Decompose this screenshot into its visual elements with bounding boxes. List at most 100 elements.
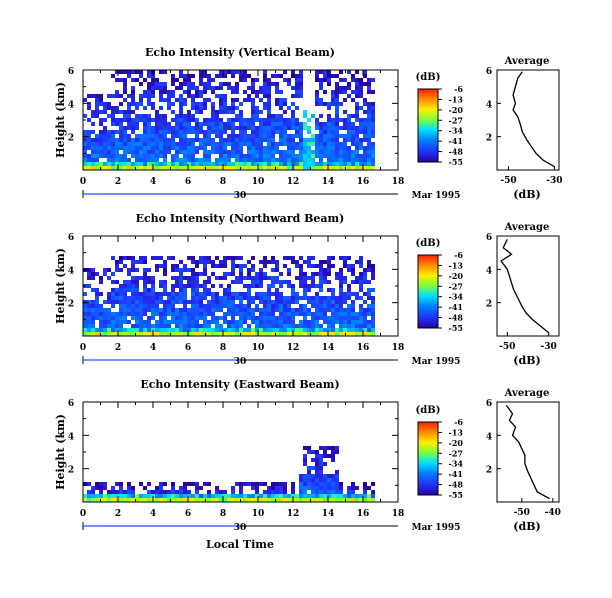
- heatmap-cell: [179, 166, 183, 170]
- heatmap-cell: [215, 498, 219, 502]
- heatmap-cell: [139, 328, 143, 332]
- heatmap-cell: [87, 498, 91, 502]
- heatmap-cell: [99, 308, 103, 312]
- x-tick-label: 6: [185, 509, 191, 519]
- heatmap-cell: [335, 304, 339, 308]
- heatmap-cell: [367, 498, 371, 502]
- heatmap-cell: [235, 118, 239, 122]
- heatmap-cell: [179, 494, 183, 498]
- heatmap-cell: [103, 138, 107, 142]
- heatmap-cell: [103, 162, 107, 166]
- heatmap-cell: [171, 482, 175, 486]
- heatmap-cell: [311, 264, 315, 268]
- heatmap-cell: [247, 158, 251, 162]
- heatmap-cell: [199, 256, 203, 260]
- heatmap-cell: [279, 106, 283, 110]
- heatmap-cell: [303, 316, 307, 320]
- heatmap-cell: [283, 118, 287, 122]
- heatmap-cell: [139, 308, 143, 312]
- heatmap-cell: [287, 78, 291, 82]
- profile-x-tick-label: -30: [546, 176, 562, 186]
- heatmap-cell: [367, 328, 371, 332]
- heatmap-cell: [203, 308, 207, 312]
- heatmap-cell: [95, 272, 99, 276]
- x-tick-label: 14: [322, 177, 335, 187]
- heatmap-cell: [215, 110, 219, 114]
- heatmap-cell: [355, 94, 359, 98]
- date-label-eastward: Mar 1995: [412, 523, 461, 533]
- heatmap-cell: [207, 312, 211, 316]
- heatmap-cell: [163, 260, 167, 264]
- heatmap-cell: [247, 154, 251, 158]
- heatmap-cell: [215, 94, 219, 98]
- heatmap-cell: [119, 70, 123, 74]
- heatmap-cell: [323, 312, 327, 316]
- heatmap-cell: [347, 146, 351, 150]
- heatmap-cell: [311, 320, 315, 324]
- heatmap-cell: [227, 162, 231, 166]
- heatmap-cell: [191, 328, 195, 332]
- heatmap-cell: [191, 320, 195, 324]
- heatmap-cell: [139, 94, 143, 98]
- time-ticks-vertical: 0 2 4 6 8 10 12 14 16 18: [80, 70, 404, 187]
- heatmap-cell: [271, 292, 275, 296]
- heatmap-cell: [343, 86, 347, 90]
- heatmap-cell: [207, 166, 211, 170]
- heatmap-cell: [211, 332, 215, 336]
- heatmap-cell: [351, 166, 355, 170]
- heatmap-cell: [323, 328, 327, 332]
- heatmap-cell: [219, 498, 223, 502]
- heatmap-cell: [191, 260, 195, 264]
- heatmap-cell: [195, 122, 199, 126]
- heatmap-cell: [147, 276, 151, 280]
- heatmap-cell: [115, 332, 119, 336]
- heatmap-cell: [343, 150, 347, 154]
- colorbar-tick-label: -20: [449, 271, 464, 281]
- heatmap-cell: [155, 78, 159, 82]
- heatmap-cell: [195, 126, 199, 130]
- heatmap-cell: [219, 166, 223, 170]
- heatmap-cell: [323, 142, 327, 146]
- heatmap-cell: [279, 312, 283, 316]
- heatmap-cell: [171, 166, 175, 170]
- heatmap-cell: [291, 256, 295, 260]
- heatmap-cell: [295, 134, 299, 138]
- heatmap-cell: [95, 304, 99, 308]
- heatmap-cell: [347, 296, 351, 300]
- heatmap-cell: [223, 494, 227, 498]
- heatmap-cell: [267, 158, 271, 162]
- heatmap-cell: [323, 130, 327, 134]
- heatmap-cell: [271, 158, 275, 162]
- heatmap-cell: [291, 486, 295, 490]
- heatmap-cell: [191, 130, 195, 134]
- heatmap-cell: [335, 130, 339, 134]
- heatmap-cell: [363, 482, 367, 486]
- heatmap-cell: [251, 106, 255, 110]
- heatmap-cell: [119, 166, 123, 170]
- heatmap-cell: [267, 94, 271, 98]
- heatmap-cell: [163, 166, 167, 170]
- heatmap-cell: [211, 494, 215, 498]
- heatmap-cell: [355, 154, 359, 158]
- heatmap-cell: [195, 86, 199, 90]
- heatmap-cell: [155, 158, 159, 162]
- heatmap-cell: [151, 118, 155, 122]
- heatmap-cell: [283, 320, 287, 324]
- heatmap-cell: [235, 280, 239, 284]
- heatmap-cell: [367, 296, 371, 300]
- heatmap-cell: [291, 312, 295, 316]
- heatmap-cell: [135, 106, 139, 110]
- heatmap-cell: [135, 150, 139, 154]
- profile-y-tick-label: 2: [486, 466, 492, 476]
- heatmap-cell: [183, 264, 187, 268]
- heatmap-cell: [119, 324, 123, 328]
- heatmap-cell: [243, 304, 247, 308]
- heatmap-cell: [243, 328, 247, 332]
- heatmap-cell: [155, 146, 159, 150]
- heatmap-cell: [231, 138, 235, 142]
- heatmap-cell: [135, 280, 139, 284]
- heatmap-cell: [127, 304, 131, 308]
- heatmap-cell: [295, 106, 299, 110]
- heatmap-cell: [355, 292, 359, 296]
